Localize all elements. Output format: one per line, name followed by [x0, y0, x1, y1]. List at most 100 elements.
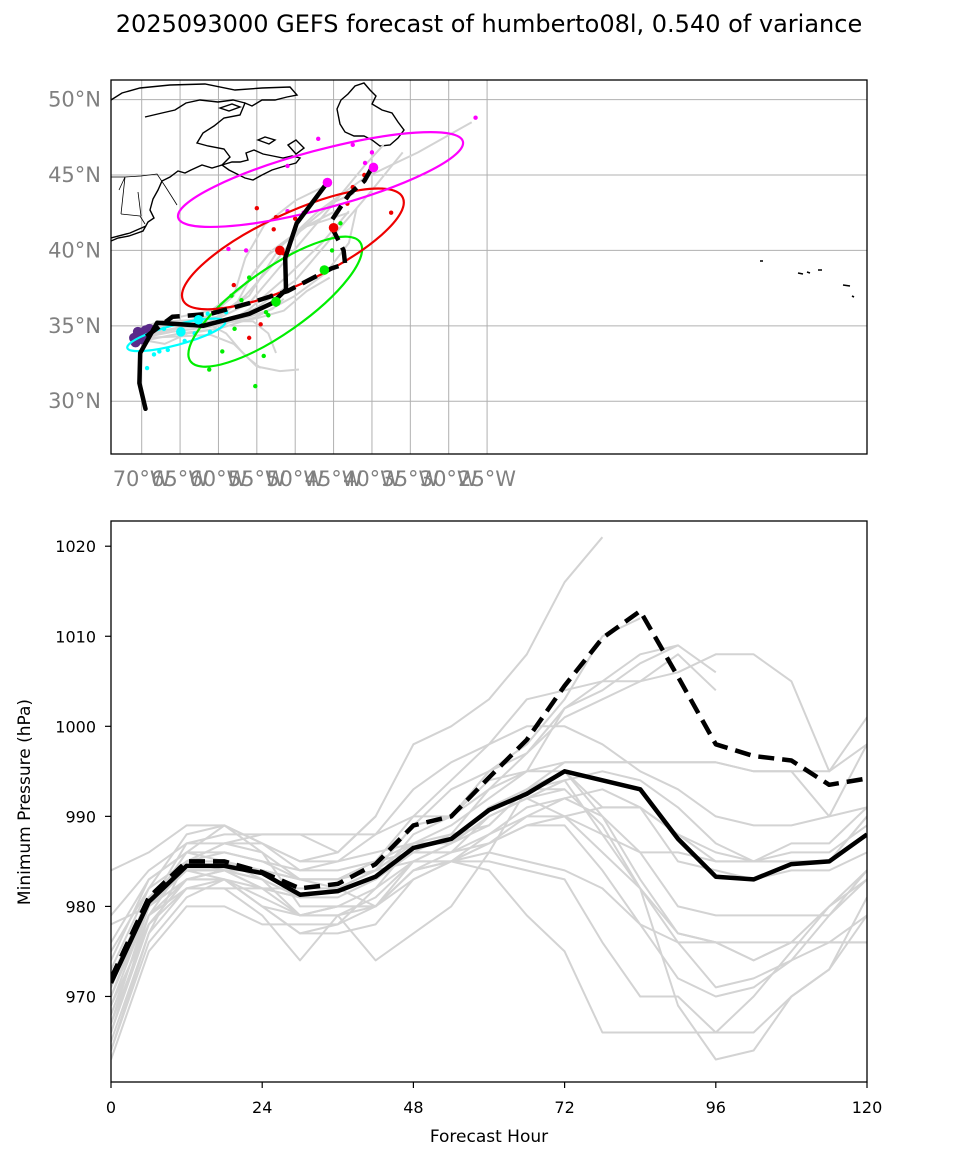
cyan-forecast-point [157, 349, 162, 354]
ensemble-pressure-line [111, 788, 565, 1033]
map-frame [110, 79, 868, 455]
red-mean-point [328, 222, 339, 233]
green-forecast-point [220, 349, 225, 354]
coastline-newfoundland [336, 82, 405, 147]
red-forecast-point [254, 205, 260, 211]
green-forecast-point [338, 221, 343, 226]
y-tick-label: 1000 [55, 717, 96, 736]
ensemble-track [141, 320, 277, 354]
red-forecast-point [388, 210, 394, 215]
magenta-forecast-point [243, 248, 249, 253]
coastline-pei [256, 136, 277, 145]
pressure-chart-panel: 0 24 48 72 96 120 970 980 990 1000 1010 … [15, 520, 883, 1147]
border-new-england [118, 176, 146, 225]
islands-azores [760, 260, 855, 298]
red-forecast-point [246, 335, 252, 341]
green-forecast-point [329, 248, 335, 253]
lat-tick-label: 40°N [48, 238, 101, 262]
red-forecast-point [231, 282, 237, 288]
ensemble-pressure-line [111, 860, 867, 1051]
red-mean-point [275, 245, 285, 256]
green-mean-point [319, 265, 330, 275]
ensemble-pressure-line [111, 860, 867, 1034]
green-mean-point [271, 296, 281, 307]
lon-tick-label: 65°W [151, 467, 209, 491]
lon-tick-label: 50°W [266, 467, 324, 491]
mean-track-dashed [144, 166, 374, 339]
lat-tick-label: 30°N [48, 389, 101, 413]
magenta-forecast-point [316, 136, 321, 142]
coastline-atlantic-canada [111, 83, 299, 242]
track-map-panel: 70°W 65°W 60°W 55°W 50°W 45°W 40°W 35°W … [48, 79, 868, 491]
x-tick-label: 48 [403, 1098, 423, 1117]
red-forecast-point [293, 216, 298, 221]
lat-tick-label: 45°N [48, 163, 101, 187]
lon-tick-label: 35°W [381, 467, 439, 491]
green-forecast-point [266, 313, 271, 318]
map-lat-tick-labels: 30°N 35°N 40°N 45°N 50°N [48, 88, 101, 414]
forecast-points [129, 115, 478, 389]
ensemble-pressure-line [111, 536, 604, 1024]
ensemble-pressure-line [111, 815, 867, 1006]
coastline-anticosti [217, 103, 243, 112]
x-tick-label: 96 [706, 1098, 726, 1117]
cyan-forecast-point [205, 311, 210, 316]
mean-pressure-dashed [111, 608, 867, 980]
y-axis-label: Minimum Pressure (hPa) [15, 699, 35, 905]
lon-tick-label: 55°W [228, 467, 286, 491]
mean-pressure-lines [111, 608, 867, 984]
lon-tick-label: 60°W [189, 467, 247, 491]
ensemble-pressure-line [111, 815, 377, 970]
magenta-forecast-point [285, 163, 290, 169]
green-uncertainty-ellipse [187, 235, 364, 368]
cyan-forecast-point [151, 352, 157, 357]
ensemble-pressure-line [111, 779, 867, 952]
magenta-forecast-point [226, 246, 231, 252]
magenta-forecast-point [369, 150, 375, 155]
y-tick-label: 970 [65, 987, 96, 1006]
magenta-mean-point [322, 177, 333, 188]
y-tick-label: 990 [65, 807, 96, 826]
magenta-mean-point [368, 162, 379, 173]
red-forecast-point [258, 322, 263, 327]
lat-tick-label: 35°N [48, 314, 101, 338]
pressure-frame [110, 520, 868, 1083]
cyan-forecast-point [144, 365, 150, 371]
coastlines [111, 82, 855, 298]
x-tick-label: 120 [852, 1098, 883, 1117]
lon-tick-label: 70°W [113, 467, 171, 491]
ensemble-pressure-line [111, 770, 867, 979]
ensemble-pressure-line [111, 806, 867, 961]
ensemble-pressure-line [111, 851, 867, 998]
ensemble-pressure-line [111, 788, 867, 1006]
lon-tick-label: 25°W [458, 467, 516, 491]
lat-tick-label: 50°N [48, 88, 101, 112]
lon-tick-label: 45°W [305, 467, 363, 491]
ensemble-track [141, 192, 355, 330]
ensemble-pressure-line [111, 797, 867, 1061]
cyan-forecast-point [165, 347, 170, 353]
pressure-y-tick-labels: 970 980 990 1000 1010 1020 [55, 537, 96, 1006]
lon-tick-label: 30°W [420, 467, 478, 491]
pressure-tick-marks [105, 545, 868, 1088]
green-forecast-point [261, 353, 266, 359]
x-tick-label: 0 [106, 1098, 116, 1117]
lon-tick-label: 40°W [343, 467, 401, 491]
magenta-forecast-point [473, 115, 478, 120]
mean-track-solid [137, 180, 330, 412]
mean-pressure-solid [111, 769, 867, 984]
coastline-cape-breton [286, 139, 306, 155]
ensemble-pressure-line [111, 653, 867, 997]
green-forecast-point [232, 326, 237, 332]
x-tick-label: 24 [252, 1098, 272, 1117]
red-forecast-point [271, 227, 276, 232]
magenta-forecast-point [362, 160, 368, 166]
ensemble-track [143, 333, 262, 369]
ensemble-pressure-line [111, 725, 867, 997]
map-lon-tick-labels: 70°W 65°W 60°W 55°W 50°W 45°W 40°W 35°W … [113, 467, 517, 491]
x-axis-label: Forecast Hour [430, 1127, 548, 1147]
coastline-gulf-st-lawrence [144, 99, 246, 118]
cyan-mean-point [176, 327, 186, 337]
magenta-uncertainty-ellipse [176, 131, 465, 229]
magenta-forecast-point [350, 142, 355, 148]
